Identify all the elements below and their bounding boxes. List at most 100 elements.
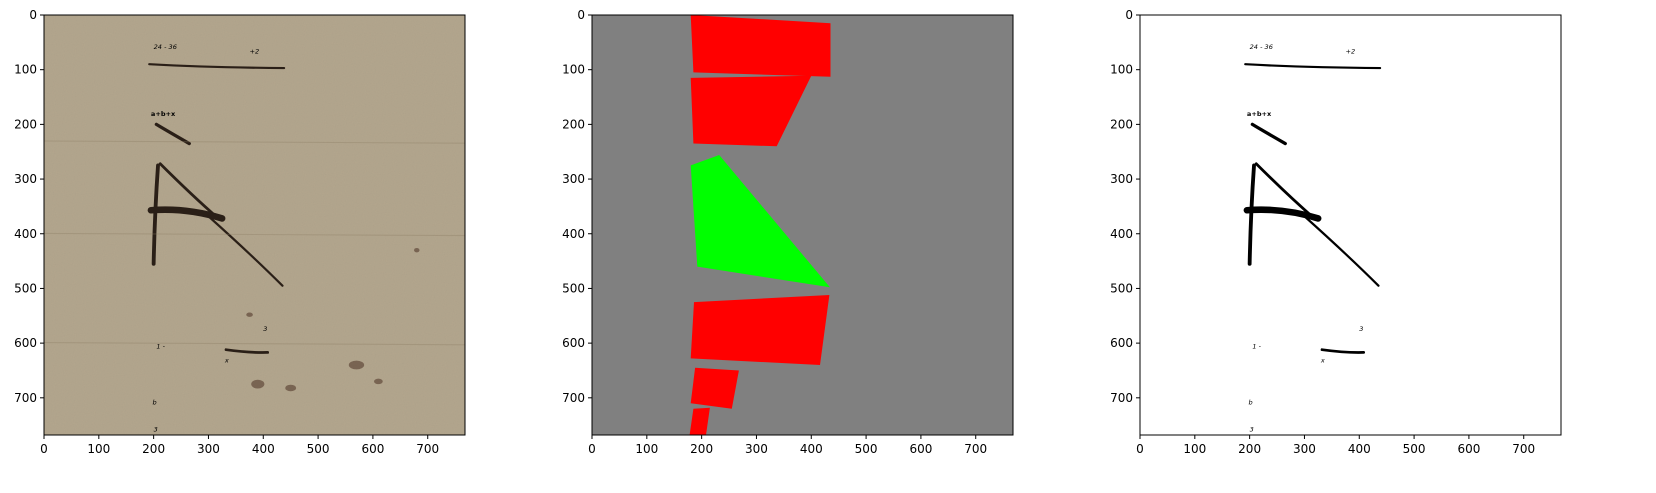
y-tick-label: 300 bbox=[14, 172, 37, 186]
x-tick-label: 700 bbox=[416, 442, 439, 456]
x-tick-label: 700 bbox=[1512, 442, 1535, 456]
handwritten-line-1: 24 - 36 bbox=[154, 43, 177, 51]
x-tick-label: 600 bbox=[1457, 442, 1480, 456]
letter-crossbar bbox=[1243, 206, 1322, 222]
mask-region-green bbox=[690, 155, 830, 288]
x-tick-label: 600 bbox=[361, 442, 384, 456]
handwritten-x: x bbox=[1320, 356, 1325, 364]
stain bbox=[251, 379, 265, 389]
x-tick-label: 0 bbox=[588, 442, 596, 456]
stain bbox=[285, 384, 297, 392]
handwritten-line-2: a+b+x bbox=[151, 110, 176, 118]
ruling-line bbox=[44, 140, 465, 144]
scan-panel: 24 - 36 +2 a+b+x 1 - x 3 b 3 bbox=[44, 15, 465, 435]
handwriting-binarized: 24 - 36 +2 a+b+x 1 - x 3 b 3 bbox=[1243, 43, 1382, 434]
y-tick-label: 600 bbox=[1110, 336, 1133, 350]
y-tick-label: 200 bbox=[14, 117, 37, 131]
stain bbox=[348, 360, 365, 370]
x-tick-label: 600 bbox=[909, 442, 932, 456]
handwritten-superscript: +2 bbox=[250, 47, 260, 55]
handwritten-superscript: +2 bbox=[1346, 47, 1356, 55]
y-tick-label: 700 bbox=[14, 391, 37, 405]
paper-texture bbox=[44, 15, 465, 435]
mask-panel bbox=[592, 15, 1013, 435]
y-tick-label: 0 bbox=[29, 8, 37, 22]
x-tick-label: 100 bbox=[1183, 442, 1206, 456]
mask-region-red bbox=[690, 75, 812, 147]
y-tick-label: 600 bbox=[14, 336, 37, 350]
handwritten-glyph-b: b bbox=[153, 398, 157, 406]
x-tick-label: 500 bbox=[1403, 442, 1426, 456]
letter-stem bbox=[151, 163, 160, 266]
y-tick-label: 300 bbox=[1110, 172, 1133, 186]
letter-crossbar bbox=[147, 206, 226, 222]
x-tick-label: 300 bbox=[745, 442, 768, 456]
handwritten-glyph-3: 3 bbox=[154, 426, 158, 434]
axes-frame bbox=[43, 14, 466, 436]
underline-stroke bbox=[148, 63, 286, 70]
stain bbox=[374, 378, 383, 385]
stain bbox=[246, 312, 253, 317]
handwritten-x: x bbox=[224, 356, 229, 364]
stain bbox=[414, 247, 420, 253]
axes-layer: 0 100 200 300 400 500 600 700010020030040050060… bbox=[14, 8, 1562, 456]
y-tick-label: 200 bbox=[1110, 117, 1133, 131]
y-tick-label: 100 bbox=[1110, 63, 1133, 77]
handwritten-exponent: 3 bbox=[1359, 325, 1363, 333]
mask-regions bbox=[689, 15, 831, 435]
letter-stem bbox=[1247, 163, 1256, 266]
handwritten-line-2: a+b+x bbox=[1247, 110, 1272, 118]
y-tick-label: 500 bbox=[562, 281, 585, 295]
x-tick-label: 300 bbox=[197, 442, 220, 456]
mask-region-red bbox=[689, 407, 710, 435]
x-underline bbox=[1320, 348, 1366, 354]
x-tick-label: 500 bbox=[855, 442, 878, 456]
x-tick-label: 100 bbox=[87, 442, 110, 456]
x-tick-label: 500 bbox=[307, 442, 330, 456]
underline-stroke bbox=[1244, 63, 1382, 70]
ruling-line bbox=[44, 342, 465, 346]
x-underline bbox=[224, 348, 270, 354]
handwritten-glyph-3: 3 bbox=[1250, 426, 1254, 434]
x-tick-label: 400 bbox=[252, 442, 275, 456]
x-tick-label: 200 bbox=[690, 442, 713, 456]
handwritten-line-1: 24 - 36 bbox=[1250, 43, 1273, 51]
x-tick-label: 100 bbox=[635, 442, 658, 456]
y-tick-label: 100 bbox=[562, 63, 585, 77]
axes-frame bbox=[1139, 14, 1562, 436]
y-tick-label: 500 bbox=[14, 281, 37, 295]
y-tick-label: 400 bbox=[562, 227, 585, 241]
y-tick-label: 500 bbox=[1110, 281, 1133, 295]
handwriting-ink: 24 - 36 +2 a+b+x 1 - x 3 b 3 bbox=[44, 43, 465, 434]
y-tick-label: 700 bbox=[1110, 391, 1133, 405]
binarized-panel: 24 - 36 +2 a+b+x 1 - x 3 b 3 bbox=[1140, 15, 1561, 435]
x-tick-label: 0 bbox=[40, 442, 48, 456]
x-tick-label: 200 bbox=[1238, 442, 1261, 456]
ruling-line bbox=[44, 232, 465, 237]
handwritten-glyph-b: b bbox=[1249, 398, 1253, 406]
y-tick-label: 700 bbox=[562, 391, 585, 405]
handwritten-exponent: 3 bbox=[263, 325, 267, 333]
y-tick-label: 100 bbox=[14, 63, 37, 77]
y-tick-label: 200 bbox=[562, 117, 585, 131]
smudge-stroke bbox=[154, 122, 191, 146]
axes-frame bbox=[591, 14, 1014, 436]
smudge-stroke bbox=[1250, 122, 1287, 146]
x-tick-label: 0 bbox=[1136, 442, 1144, 456]
mask-region-red bbox=[690, 295, 830, 365]
letter-leg bbox=[1303, 215, 1380, 287]
x-tick-label: 700 bbox=[964, 442, 987, 456]
mask-region-red bbox=[690, 367, 739, 409]
y-tick-label: 400 bbox=[14, 227, 37, 241]
y-tick-label: 300 bbox=[562, 172, 585, 186]
y-tick-label: 600 bbox=[562, 336, 585, 350]
x-tick-label: 400 bbox=[800, 442, 823, 456]
x-tick-label: 300 bbox=[1293, 442, 1316, 456]
mask-region-red bbox=[690, 15, 831, 77]
handwritten-one-minus: 1 - bbox=[156, 343, 165, 351]
letter-leg bbox=[207, 215, 284, 287]
handwritten-one-minus: 1 - bbox=[1252, 343, 1261, 351]
y-tick-label: 400 bbox=[1110, 227, 1133, 241]
y-tick-label: 0 bbox=[577, 8, 585, 22]
